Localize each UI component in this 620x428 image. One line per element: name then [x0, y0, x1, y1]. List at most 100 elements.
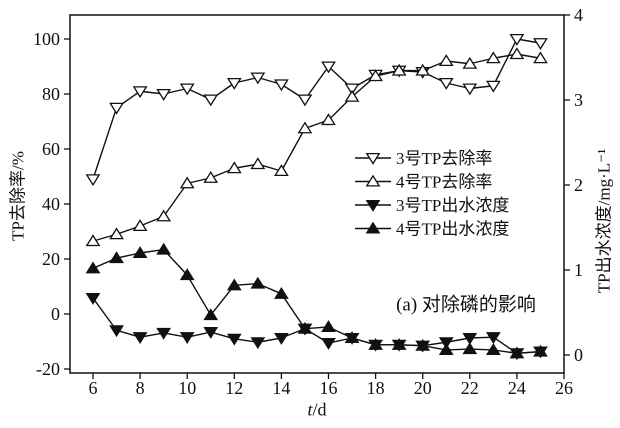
- left-tick-label: 60: [42, 139, 60, 159]
- x-tick-label: 18: [367, 378, 385, 398]
- data-point-marker: [109, 325, 124, 338]
- right-axis-title: TP出水浓度/mg·L⁻¹: [594, 148, 614, 294]
- right-tick-label: 1: [574, 260, 583, 280]
- data-point-marker: [179, 332, 195, 344]
- data-point-marker: [462, 342, 478, 355]
- data-point-marker: [368, 69, 383, 82]
- x-tick-label: 16: [320, 378, 338, 398]
- data-point-marker: [156, 209, 172, 222]
- data-point-marker: [203, 308, 219, 321]
- series-4号TP去除率: [85, 47, 548, 247]
- x-tick-label: 10: [178, 378, 196, 398]
- data-point-marker: [321, 320, 336, 333]
- data-point-marker: [533, 344, 548, 357]
- data-point-marker: [85, 292, 101, 305]
- data-point-marker: [321, 113, 336, 126]
- data-point-marker: [321, 61, 336, 74]
- x-tick-label: 24: [508, 378, 526, 398]
- data-point-marker: [132, 246, 148, 259]
- data-point-marker: [203, 171, 219, 183]
- data-point-marker: [509, 33, 525, 46]
- data-point-marker: [226, 161, 242, 174]
- legend-marker: [365, 152, 381, 165]
- x-axis-variable: t: [307, 399, 313, 420]
- series-line: [92, 297, 541, 354]
- data-point-marker: [297, 94, 313, 107]
- x-tick-label: 22: [461, 378, 479, 398]
- legend-marker: [365, 221, 381, 234]
- data-point-marker: [438, 337, 454, 350]
- data-point-marker: [533, 38, 548, 50]
- x-tick-label: 14: [272, 378, 290, 398]
- subplot-caption: (a) 对除磷的影响: [396, 294, 536, 316]
- data-point-marker: [485, 343, 501, 355]
- data-point-marker: [533, 51, 548, 64]
- data-point-marker: [109, 227, 124, 240]
- data-point-marker: [438, 54, 454, 67]
- data-point-marker: [485, 80, 501, 93]
- left-tick-label: 40: [42, 194, 60, 214]
- data-point-marker: [109, 251, 124, 264]
- data-point-marker: [415, 338, 431, 351]
- data-point-marker: [462, 332, 478, 345]
- legend-marker: [365, 174, 381, 187]
- data-point-marker: [85, 261, 101, 274]
- x-axis: 6 8 10 12 14 16 18 20 22 24 26: [89, 373, 573, 398]
- data-point-marker: [274, 79, 289, 92]
- data-point-marker: [132, 332, 148, 344]
- data-point-marker: [226, 77, 242, 90]
- legend-label: 3号TP去除率: [396, 149, 492, 168]
- data-point-marker: [156, 88, 172, 101]
- data-point-marker: [179, 268, 195, 281]
- data-point-marker: [226, 278, 242, 291]
- legend-marker: [365, 199, 381, 212]
- data-point-marker: [297, 121, 313, 134]
- right-tick-label: 2: [574, 175, 583, 195]
- left-tick-label: -20: [36, 359, 60, 379]
- data-point-marker: [344, 89, 360, 102]
- right-axis: 0 1 2 3 4: [564, 5, 583, 365]
- x-tick-label: 20: [414, 378, 432, 398]
- data-point-marker: [109, 102, 124, 115]
- data-point-marker: [509, 346, 525, 359]
- data-point-marker: [274, 286, 289, 299]
- data-point-marker: [179, 83, 195, 96]
- data-point-marker: [509, 47, 525, 60]
- data-point-marker: [344, 331, 360, 344]
- data-point-marker: [368, 337, 383, 350]
- data-point-marker: [321, 338, 336, 350]
- x-tick-label: 8: [136, 378, 145, 398]
- data-point-marker: [297, 321, 313, 334]
- data-point-marker: [485, 332, 501, 344]
- right-tick-label: 3: [574, 90, 583, 110]
- data-point-marker: [226, 333, 242, 346]
- data-point-marker: [250, 276, 266, 289]
- legend-item: 4号TP出水浓度: [355, 220, 509, 239]
- legend-label: 4号TP去除率: [396, 173, 492, 192]
- data-point-marker: [179, 176, 195, 189]
- left-tick-label: 80: [42, 84, 60, 104]
- data-point-marker: [462, 83, 478, 96]
- data-point-marker: [438, 343, 454, 355]
- x-tick-label: 6: [89, 378, 98, 398]
- data-point-marker: [250, 157, 266, 170]
- plot-border: [69, 14, 565, 374]
- left-tick-label: 100: [33, 29, 60, 49]
- left-tick-label: 0: [51, 304, 60, 324]
- series-4号TP出水浓度: [85, 242, 548, 359]
- data-point-marker: [156, 327, 172, 340]
- data-point-marker: [85, 234, 101, 247]
- data-point-marker: [156, 242, 172, 255]
- data-point-marker: [203, 94, 219, 107]
- data-point-marker: [485, 51, 501, 64]
- data-point-marker: [391, 337, 407, 350]
- data-point-marker: [132, 219, 148, 232]
- legend: 3号TP去除率 4号TP去除率 3号TP出水浓度 4号TP出水浓度: [355, 149, 509, 239]
- left-axis-title: TP去除率/%: [8, 151, 28, 241]
- data-point-marker: [462, 56, 478, 69]
- legend-item: 3号TP去除率: [355, 149, 492, 168]
- data-point-marker: [438, 77, 454, 90]
- x-tick-label: 26: [555, 378, 573, 398]
